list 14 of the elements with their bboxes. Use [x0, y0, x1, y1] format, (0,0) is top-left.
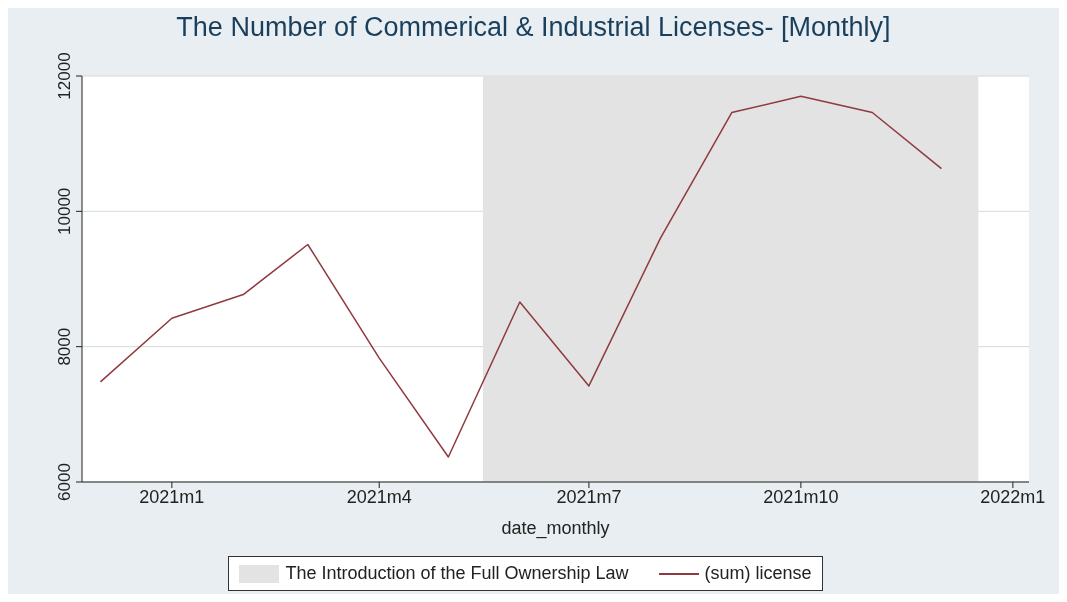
x-tick-label: 2021m7 — [556, 486, 622, 507]
legend-label: The Introduction of the Full Ownership Law — [285, 563, 629, 584]
y-tick-label: 10000 — [55, 187, 74, 235]
legend-label: (sum) license — [704, 563, 812, 584]
x-tick-label: 2022m1 — [980, 486, 1046, 507]
x-tick-label: 2021m1 — [139, 486, 205, 507]
chart-title: The Number of Commerical & Industrial Licenses- [Monthly] — [175, 11, 892, 44]
line-series — [99, 95, 943, 458]
y-tick-label: 6000 — [55, 463, 74, 501]
y-tick-label: 8000 — [55, 327, 74, 366]
x-tick-label: 2021m4 — [346, 486, 412, 507]
x-tick-label: 2021m10 — [763, 486, 839, 507]
y-tick-label: 12000 — [55, 52, 74, 100]
x-axis-title: date_monthly — [501, 518, 610, 539]
